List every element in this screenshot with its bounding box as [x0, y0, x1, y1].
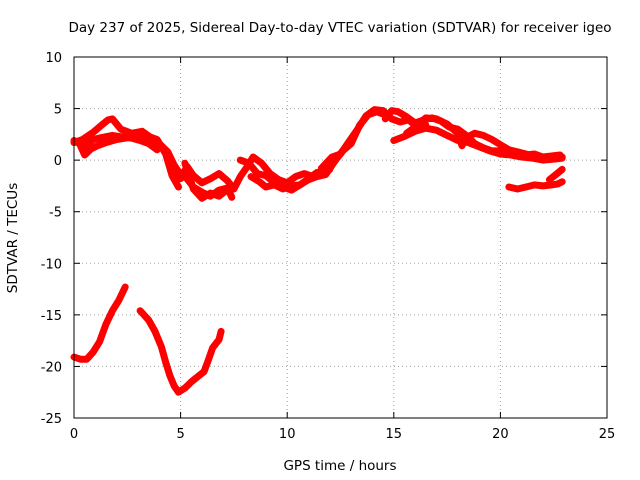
series-line [70, 283, 129, 363]
axis-ticks: 0 5 10 15 20 25 10 5 0 -5 -10 -15 -20 -25 [41, 51, 616, 442]
series-line [168, 153, 334, 193]
x-tick-label: 10 [279, 427, 296, 442]
x-tick-label: 15 [386, 427, 403, 442]
x-tick-label: 25 [599, 427, 616, 442]
y-tick-label: -10 [41, 257, 62, 272]
chart-title: Day 237 of 2025, Sidereal Day-to-day VTE… [68, 20, 611, 36]
plot-frame [73, 56, 608, 419]
series-line [505, 178, 566, 193]
series-line [136, 307, 225, 396]
y-axis-label: SDTVAR / TECUs [5, 183, 21, 293]
y-tick-label: -20 [41, 360, 62, 375]
x-axis-label: GPS time / hours [283, 458, 396, 474]
series-line [545, 165, 566, 184]
grid [74, 57, 607, 418]
series-line [390, 124, 566, 164]
y-tick-label: 10 [45, 51, 62, 66]
y-tick-label: -25 [41, 412, 62, 427]
series-line [76, 134, 161, 159]
series-layer [70, 106, 566, 396]
y-tick-label: 0 [54, 154, 62, 169]
y-tick-label: 5 [54, 103, 62, 118]
x-tick-label: 0 [70, 427, 78, 442]
y-tick-label: -15 [41, 309, 62, 324]
x-tick-label: 20 [492, 427, 509, 442]
series-line [181, 159, 229, 202]
x-tick-label: 5 [176, 427, 184, 442]
y-tick-label: -5 [49, 206, 62, 221]
